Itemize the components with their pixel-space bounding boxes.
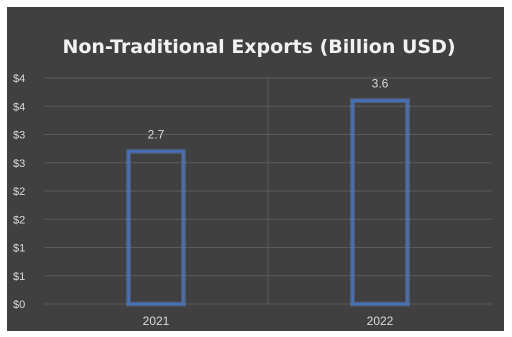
data-label-2021: 2.7 (148, 127, 165, 141)
bar-glow-2021 (126, 148, 186, 307)
x-axis-tick-labels: 2021 2022 (143, 314, 394, 328)
y-tick-label-0: $0 (13, 299, 25, 311)
bar-2021 (127, 150, 185, 305)
x-tick-label-2022: 2022 (367, 314, 394, 328)
y-axis-tick-labels: $0 $1 $1 $2 $2 $3 $3 $4 $4 (13, 73, 25, 311)
y-tick-label-8: $4 (13, 73, 25, 85)
data-label-2022: 3.6 (372, 77, 389, 91)
y-tick-label-5: $3 (13, 158, 25, 170)
y-tick-label-1: $1 (13, 271, 25, 283)
bars (126, 98, 410, 307)
chart-container: Non-Traditional Exports (Billion USD) $0… (7, 7, 504, 331)
y-tick-label-6: $3 (13, 130, 25, 142)
bar-chart: Non-Traditional Exports (Billion USD) $0… (13, 36, 492, 328)
bar-2022 (351, 99, 409, 305)
y-tick-label-4: $2 (13, 186, 25, 198)
bar-glow-2022 (350, 98, 410, 307)
data-labels: 2.7 3.6 (148, 77, 389, 142)
y-tick-label-7: $4 (13, 101, 25, 113)
y-tick-label-2: $1 (13, 243, 25, 255)
y-tick-label-3: $2 (13, 214, 25, 226)
chart-title: Non-Traditional Exports (Billion USD) (62, 36, 455, 58)
x-tick-label-2021: 2021 (143, 314, 170, 328)
gridlines (44, 77, 492, 305)
